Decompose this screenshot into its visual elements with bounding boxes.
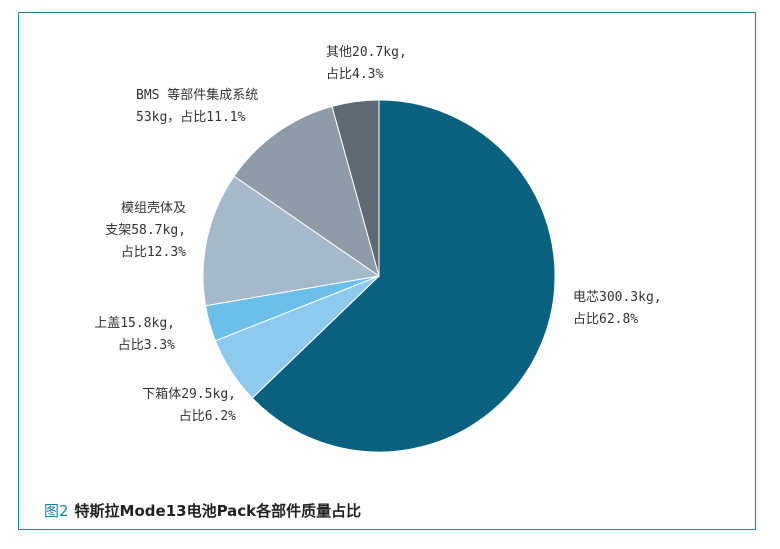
slice-label-line: 支架58.7kg, [105,223,186,238]
slice-label-line: 下箱体29.5kg, [142,386,236,402]
slice-label-line: 占比12.3% [121,245,186,260]
slice-label-line: 占比62.8% [573,312,638,327]
figure-caption: 图2 特斯拉Mode13电池Pack各部件质量占比 [44,500,361,521]
slice-label-line: 其他20.7kg, [326,45,407,60]
pie-slice [202,175,381,307]
slice-label: 下箱体29.5kg, 占比6.2% [142,386,236,424]
pie-slice [251,99,556,453]
slice-label-line: BMS 等部件集成系统 [136,87,258,103]
slice-label-line: 电芯300.3kg, [573,290,662,305]
slice-label-line: 模组壳体及 [121,201,186,216]
pie-slice [233,105,380,278]
slice-label-line: 占比4.3% [326,67,383,82]
slice-label: 模组壳体及支架58.7kg, 占比12.3% [105,201,186,260]
slice-label-line: 占比3.3% [118,338,175,353]
slice-label: 电芯300.3kg, 占比62.8% [573,290,662,327]
slice-label: BMS 等部件集成系统 53kg，占比11.1% [136,87,258,125]
pie-slice [331,99,380,277]
slice-label: 其他20.7kg, 占比4.3% [326,45,407,82]
slice-label-line: 上盖15.8kg, [94,316,175,331]
figure-label: 图2 [44,502,69,520]
slice-label-line: 53kg，占比11.1% [136,110,246,125]
slice-label: 上盖15.8kg, 占比3.3% [94,316,175,353]
caption-text: 特斯拉Mode13电池Pack各部件质量占比 [74,502,362,520]
slice-label-line: 占比6.2% [179,409,236,424]
